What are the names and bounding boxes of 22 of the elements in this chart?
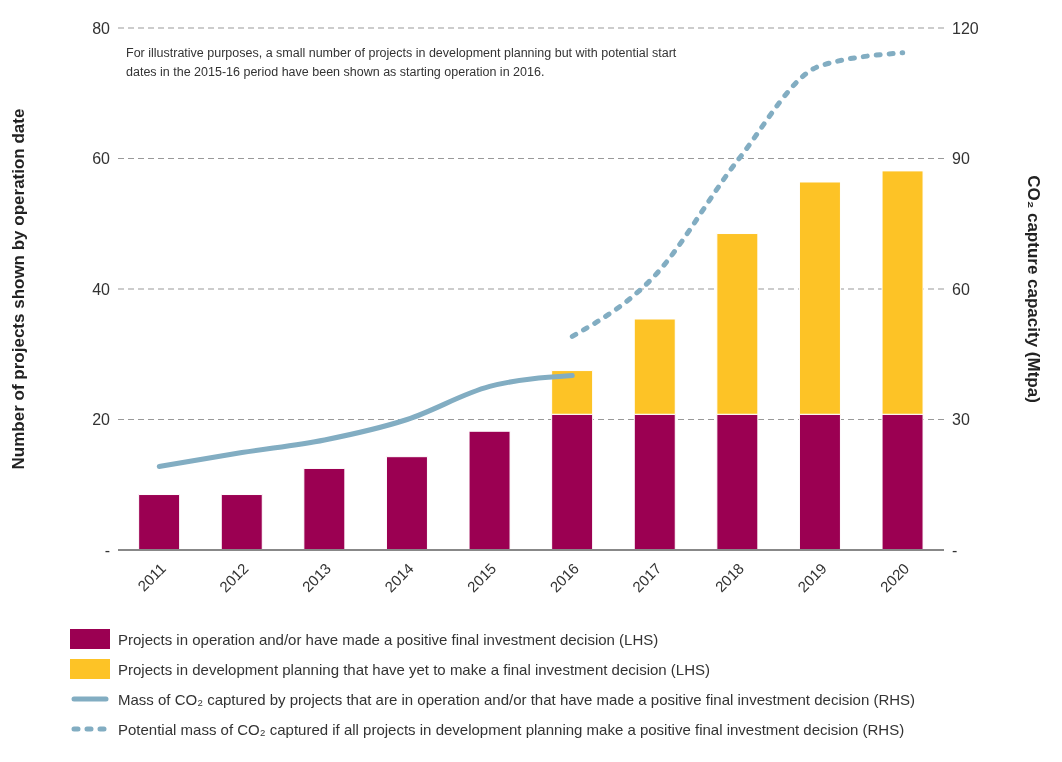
y-tick-label: 80 (92, 19, 111, 37)
bar (138, 494, 181, 550)
y-tick-label: 40 (92, 280, 111, 298)
y2-tick-label: - (952, 541, 958, 559)
legend-label: Potential mass of CO₂ captured if all projects in development planning make a positive final investment decision (RHS) (118, 720, 905, 738)
y-axis-title: Number of projects shown by operation date (9, 108, 29, 470)
y-tick-label: 60 (92, 150, 111, 168)
bar (220, 494, 263, 550)
bar (385, 456, 428, 550)
y2-tick-label: 90 (952, 150, 970, 168)
y2-tick-label: 120 (952, 19, 979, 37)
y2-axis-title: CO₂ capture capacity (Mtpa) (1023, 175, 1043, 403)
y2-tick-label: 60 (952, 280, 970, 298)
y2-tick-label: 30 (952, 411, 970, 429)
y-tick-label: - (104, 541, 110, 559)
bar (468, 430, 511, 550)
legend-label: Projects in operation and/or have made a positive final investment decision (LHS) (118, 630, 659, 648)
bar (303, 467, 346, 550)
legend-label: Projects in development planning that have yet to make a final investment decision (LHS) (118, 660, 710, 678)
y-tick-label: 20 (92, 411, 111, 429)
annotation: For illustrative purposes, a small number of projects in development planning but with potential start dates in the 2015-16 period have been shown as starting operation in 2016. (126, 45, 678, 81)
legend-label: Mass of CO₂ captured by projects that are in operation and/or that have made a positive final investment decision (RHS) (118, 690, 916, 708)
